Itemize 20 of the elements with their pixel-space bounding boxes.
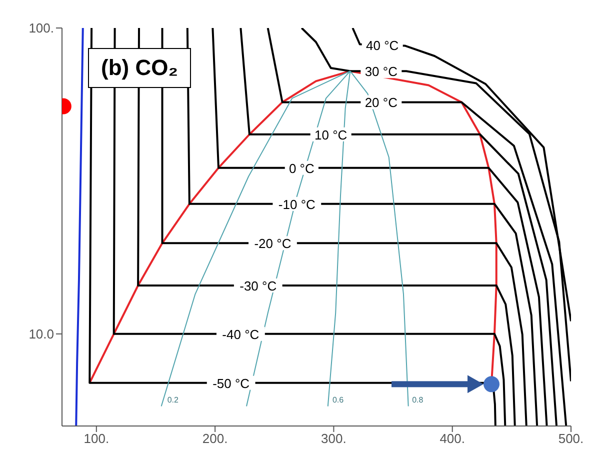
annotation: -10 °C	[278, 196, 316, 212]
annotation: 30 °C	[364, 64, 398, 80]
x-tick-label: 500.	[558, 431, 584, 446]
x-tick-label: 100.	[84, 431, 110, 446]
text: (b) CO₂	[88, 48, 191, 88]
annotation: 0.6	[332, 396, 344, 405]
annotation: 20 °C	[364, 95, 398, 110]
annotation: 40 °C	[366, 38, 399, 53]
annotation: -30 °C	[240, 278, 277, 294]
x-tick-label: 400.	[440, 431, 466, 446]
annotation: 0 °C	[288, 160, 314, 176]
annotation: 0.8	[412, 396, 424, 405]
x-tick-label: 200.	[202, 431, 228, 446]
y-tick-label: 10.0	[28, 326, 54, 342]
annotation: 10 °C	[314, 127, 348, 142]
annotation: -20 °C	[254, 236, 292, 252]
annotation: -50 °C	[212, 376, 250, 391]
annotation: 0.2	[167, 396, 179, 405]
x-tick-label: 300.	[321, 431, 346, 446]
annotation: -40 °C	[222, 326, 260, 342]
